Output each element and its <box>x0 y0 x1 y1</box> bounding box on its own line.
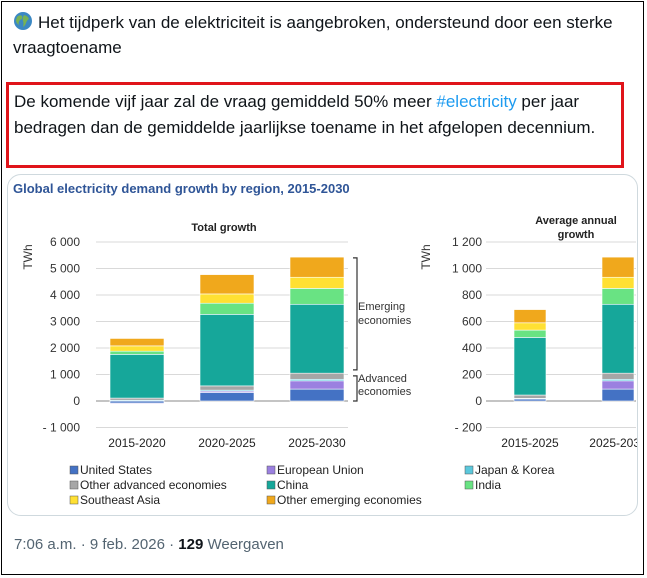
bar-segment <box>601 303 635 374</box>
annotation-emerging-2: economies <box>358 315 412 327</box>
bar-segment <box>601 288 635 305</box>
highlight-text-before: De komende vijf jaar zal de vraag gemidd… <box>14 92 437 111</box>
legend-swatch <box>464 465 474 475</box>
y-tick-label: 0 <box>73 394 80 408</box>
views-label: Weergaven <box>203 536 284 553</box>
legend-label: China <box>277 478 309 492</box>
bar-segment <box>289 372 345 380</box>
bar-segment <box>199 385 255 391</box>
legend-swatch <box>464 480 474 490</box>
bar-segment <box>289 288 345 305</box>
annotation-advanced-2: economies <box>358 386 412 398</box>
bar-segment <box>601 256 635 278</box>
bar-segment <box>601 276 635 289</box>
tweet-footer: 7:06 a.m. · 9 feb. 2026 · 129 Weergaven <box>14 536 284 553</box>
bar-segment <box>109 402 165 405</box>
y-tick-label: 6 000 <box>50 235 80 249</box>
y-tick-label: 400 <box>462 341 482 355</box>
y-tick-label: - 200 <box>455 421 483 435</box>
y-tick-label: 0 <box>475 394 482 408</box>
chart-image[interactable]: Global electricity demand growth by regi… <box>7 174 638 516</box>
chart-subtitle: Average annual <box>535 215 617 227</box>
chart-subtitle: Total growth <box>191 222 256 234</box>
bar-segment <box>109 338 165 347</box>
chart-title: Global electricity demand growth by regi… <box>13 181 350 196</box>
y-tick-label: 600 <box>462 315 482 329</box>
bar-segment <box>109 354 165 399</box>
bar-segment <box>109 397 165 401</box>
bar-segment <box>199 302 255 315</box>
x-tick-label: 2025-2030 <box>288 436 346 450</box>
legend-label: Southeast Asia <box>80 493 160 507</box>
annotation-emerging-1: Emerging <box>358 301 405 313</box>
bar-segment <box>601 380 635 390</box>
legend-label: European Union <box>277 463 364 477</box>
bar-segment <box>289 256 345 278</box>
bar-segment <box>513 329 547 338</box>
legend-label: Japan & Korea <box>475 463 555 477</box>
bar-segment <box>199 314 255 387</box>
y-tick-label: 1 000 <box>452 262 482 276</box>
bar-segment <box>601 388 635 402</box>
y-axis-label: TWh <box>419 244 433 269</box>
bar-segment <box>109 350 165 355</box>
x-tick-label: 2025-2030 <box>589 436 637 450</box>
y-tick-label: 200 <box>462 368 482 382</box>
y-tick-label: 2 000 <box>50 341 80 355</box>
annotation-advanced-1: Advanced <box>358 373 407 385</box>
timestamp[interactable]: 7:06 a.m. · 9 feb. 2026 · <box>14 536 179 553</box>
bar-segment <box>199 274 255 295</box>
bar-segment <box>513 309 547 324</box>
bar-segment <box>513 337 547 396</box>
intro-text: Het tijdperk van de elektriciteit is aan… <box>13 13 613 57</box>
highlight-text-after: per jaar bedragen dan de gemiddelde jaar… <box>14 92 596 137</box>
bar-segment <box>289 276 345 289</box>
legend-swatch <box>69 480 79 490</box>
y-axis-label: TWh <box>21 244 35 269</box>
y-tick-label: 800 <box>462 288 482 302</box>
y-tick-label: 4 000 <box>50 288 80 302</box>
hashtag-link[interactable]: #electricity <box>436 92 517 111</box>
x-tick-label: 2015-2020 <box>108 436 166 450</box>
chart-subtitle: growth <box>558 229 595 241</box>
red-highlight-box <box>6 82 624 168</box>
highlighted-text: De komende vijf jaar zal de vraag gemidd… <box>14 89 626 141</box>
y-tick-label: 3 000 <box>50 315 80 329</box>
legend-swatch <box>266 465 276 475</box>
globe-icon <box>14 12 32 30</box>
bar-segment <box>289 303 345 374</box>
views-count: 129 <box>178 536 204 553</box>
y-tick-label: 5 000 <box>50 262 80 276</box>
tweet-intro: Het tijdperk van de elektriciteit is aan… <box>13 10 628 60</box>
chart-svg: Global electricity demand growth by regi… <box>13 181 637 507</box>
y-tick-label: 1 200 <box>452 235 482 249</box>
bar-segment <box>199 392 255 402</box>
x-tick-label: 2020-2025 <box>198 436 256 450</box>
legend-swatch <box>69 495 79 505</box>
legend-label: India <box>475 478 501 492</box>
bracket-emerging <box>353 257 358 371</box>
legend-swatch <box>69 465 79 475</box>
bar-segment <box>601 372 635 380</box>
legend-swatch <box>266 495 276 505</box>
bar-segment <box>289 380 345 390</box>
bar-segment <box>513 322 547 331</box>
legend-swatch <box>266 480 276 490</box>
y-tick-label: - 1 000 <box>43 421 81 435</box>
legend-label: Other emerging economies <box>277 493 422 507</box>
bar-segment <box>513 394 547 399</box>
y-tick-label: 1 000 <box>50 368 80 382</box>
bar-segment <box>109 345 165 352</box>
x-tick-label: 2015-2025 <box>501 436 559 450</box>
bar-segment <box>289 388 345 402</box>
legend-label: Other advanced economies <box>80 478 227 492</box>
bar-segment <box>109 400 165 404</box>
legend-label: United States <box>80 463 152 477</box>
bracket-advanced <box>353 375 358 402</box>
bar-segment <box>199 293 255 304</box>
